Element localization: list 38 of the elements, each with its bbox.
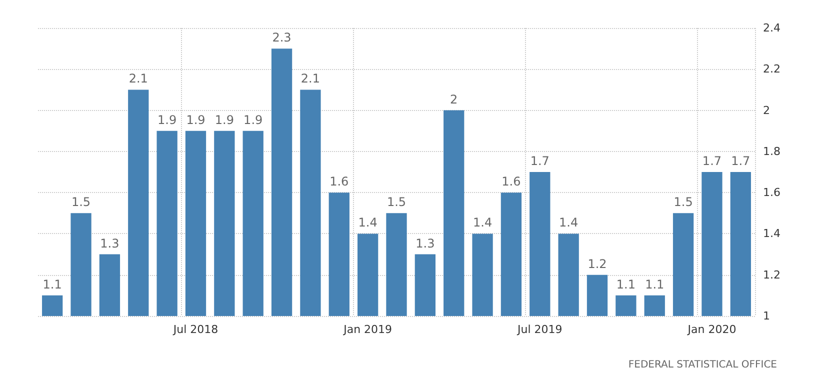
data-label: 1.4	[472, 216, 492, 230]
y-tick-label: 2.4	[763, 22, 780, 34]
y-tick-label: 1.8	[763, 144, 780, 158]
data-label: 1.6	[330, 174, 349, 189]
data-label: 1.5	[386, 195, 406, 210]
data-label: 1.9	[158, 112, 177, 127]
data-label: 1.9	[186, 112, 206, 127]
y-tick-label: 1.4	[763, 227, 780, 240]
y-tick-label: 2.2	[763, 62, 780, 76]
data-label: 1.3	[416, 236, 435, 250]
y-tick-label: 1.2	[763, 268, 780, 282]
data-label: 2.3	[272, 30, 292, 45]
data-label: 2	[450, 92, 458, 106]
x-tick-label: Jan 2020	[686, 323, 736, 336]
text: FEDERAL STATISTICAL OFFICE	[628, 360, 778, 370]
data-label: 1.7	[702, 154, 722, 168]
data-label: 1.4	[559, 216, 578, 230]
y-tick-label: 2	[763, 104, 770, 117]
x-tick-label: Jan 2019	[342, 323, 392, 336]
data-label: 1.2	[588, 256, 607, 271]
data-label: 1.4	[358, 216, 378, 230]
y-tick-label: 1.6	[763, 186, 780, 200]
y-tick-label: 1	[763, 310, 770, 322]
data-label: 1.7	[530, 154, 550, 168]
data-label: 2.1	[300, 72, 320, 86]
data-label: 1.9	[214, 112, 234, 127]
data-label: 1.5	[71, 195, 91, 210]
data-label: 1.1	[645, 277, 664, 292]
data-label: 1.9	[244, 112, 263, 127]
x-tick-label: Jul 2018	[172, 323, 218, 336]
data-label: 1.1	[42, 277, 62, 292]
data-label: 1.7	[731, 154, 750, 168]
data-label: 2.1	[128, 72, 148, 86]
data-label: 1.3	[100, 236, 120, 250]
data-label: 1.5	[674, 195, 693, 210]
data-label: 1.1	[616, 277, 636, 292]
data-label: 1.6	[502, 174, 521, 189]
x-tick-label: Jul 2019	[516, 323, 562, 336]
